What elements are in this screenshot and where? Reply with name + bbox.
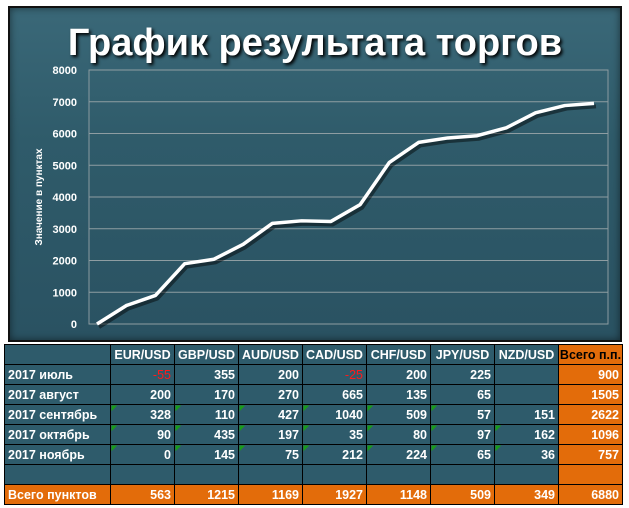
- table-row: 2017 июль -55 355 200 -25 200 225 900: [4, 364, 623, 385]
- total-cell: 1148: [366, 484, 431, 505]
- total-cell: 6880: [558, 484, 623, 505]
- table-cell: 97: [430, 424, 495, 445]
- column-header: GBP/USD: [174, 344, 239, 365]
- table-header-row: EUR/USD GBP/USD AUD/USD CAD/USD CHF/USD JPY/U…: [4, 344, 623, 365]
- column-header: CHF/USD: [366, 344, 431, 365]
- total-cell: 349: [494, 484, 559, 505]
- table-row: [4, 464, 623, 485]
- table-cell: [110, 464, 175, 485]
- table-row: 2017 сентябрь 328 110 427 1040 509 57 151 2622: [4, 404, 623, 425]
- table-cell: 65: [430, 384, 495, 405]
- table-cell: 1040: [302, 404, 367, 425]
- table-cell: [494, 464, 559, 485]
- table-cell: [174, 464, 239, 485]
- table-cell: 135: [366, 384, 431, 405]
- table-cell: 2622: [558, 404, 623, 425]
- total-row: Всего пунктов 563 1215 1169 1927 1148 509 349 68…: [4, 484, 623, 505]
- table-row: 2017 ноябрь 0 145 75 212 224 65 36 757: [4, 444, 623, 465]
- row-label: 2017 октябрь: [4, 424, 111, 445]
- y-tick-label: 5000: [53, 160, 77, 172]
- y-tick-label: 7000: [53, 97, 77, 109]
- line-chart: 0 1000 2000 3000 4000 5000 6000 7000 8000 Значени…: [34, 65, 609, 331]
- column-header: NZD/USD: [494, 344, 559, 365]
- column-header: EUR/USD: [110, 344, 175, 365]
- table-cell: 36: [494, 444, 559, 465]
- table-cell: 80: [366, 424, 431, 445]
- table-cell: 435: [174, 424, 239, 445]
- table-cell: 151: [494, 404, 559, 425]
- table-cell: 665: [302, 384, 367, 405]
- table-row: 2017 август 200 170 270 665 135 65 1505: [4, 384, 623, 405]
- chart-panel: 0 1000 2000 3000 4000 5000 6000 7000 8000 Значени…: [8, 6, 622, 342]
- table-cell: 200: [366, 364, 431, 385]
- table-cell: 757: [558, 444, 623, 465]
- series-line: [96, 101, 595, 326]
- table-cell: [494, 384, 559, 405]
- table-cell: 1505: [558, 384, 623, 405]
- table-cell: 328: [110, 404, 175, 425]
- y-tick-label: 3000: [53, 224, 77, 236]
- column-header: [4, 344, 111, 365]
- column-header: AUD/USD: [238, 344, 303, 365]
- y-tick-label: 6000: [53, 129, 77, 141]
- table-cell: 35: [302, 424, 367, 445]
- total-cell: 1215: [174, 484, 239, 505]
- total-cell: 1927: [302, 484, 367, 505]
- column-header: JPY/USD: [430, 344, 495, 365]
- table-cell: 212: [302, 444, 367, 465]
- table-row: 2017 октябрь 90 435 197 35 80 97 162 1096: [4, 424, 623, 445]
- table-cell: 270: [238, 384, 303, 405]
- table-cell: 355: [174, 364, 239, 385]
- table-cell: [302, 464, 367, 485]
- total-cell: 563: [110, 484, 175, 505]
- column-header: CAD/USD: [302, 344, 367, 365]
- y-tick-label: 8000: [53, 65, 77, 77]
- table-cell: 900: [558, 364, 623, 385]
- table-cell: [494, 364, 559, 385]
- table-cell: 0: [110, 444, 175, 465]
- total-label: Всего пунктов: [4, 484, 111, 505]
- table-cell: -25: [302, 364, 367, 385]
- table-cell: 170: [174, 384, 239, 405]
- table-cell: 145: [174, 444, 239, 465]
- table-cell: 427: [238, 404, 303, 425]
- table-cell: 90: [110, 424, 175, 445]
- table-cell: 162: [494, 424, 559, 445]
- table-cell: 200: [110, 384, 175, 405]
- chart-title: График результата торгов: [67, 22, 563, 64]
- table-cell: [238, 464, 303, 485]
- table-cell: [366, 464, 431, 485]
- table-cell: 197: [238, 424, 303, 445]
- table-cell: 110: [174, 404, 239, 425]
- row-label: 2017 сентябрь: [4, 404, 111, 425]
- series-line-shadow: [97, 104, 597, 329]
- table-cell: 65: [430, 444, 495, 465]
- table-cell: 1096: [558, 424, 623, 445]
- table-cell: 224: [366, 444, 431, 465]
- column-header: Всего п.п.: [558, 344, 623, 365]
- y-tick-label: 2000: [53, 256, 77, 268]
- total-cell: 1169: [238, 484, 303, 505]
- y-axis-label: Значение в пунктах: [34, 148, 45, 246]
- y-tick-label: 0: [71, 319, 77, 331]
- table-cell: 509: [366, 404, 431, 425]
- row-label: [4, 464, 111, 485]
- table-cell: 200: [238, 364, 303, 385]
- table-cell: 225: [430, 364, 495, 385]
- results-table: EUR/USD GBP/USD AUD/USD CAD/USD CHF/USD JPY/U…: [4, 344, 623, 505]
- table-cell: 57: [430, 404, 495, 425]
- table-cell: 75: [238, 444, 303, 465]
- row-label: 2017 июль: [4, 364, 111, 385]
- table-cell: -55: [110, 364, 175, 385]
- table-cell: [430, 464, 495, 485]
- table-cell: [558, 464, 623, 485]
- y-tick-label: 1000: [53, 287, 77, 299]
- total-cell: 509: [430, 484, 495, 505]
- y-tick-label: 4000: [53, 192, 77, 204]
- row-label: 2017 ноябрь: [4, 444, 111, 465]
- row-label: 2017 август: [4, 384, 111, 405]
